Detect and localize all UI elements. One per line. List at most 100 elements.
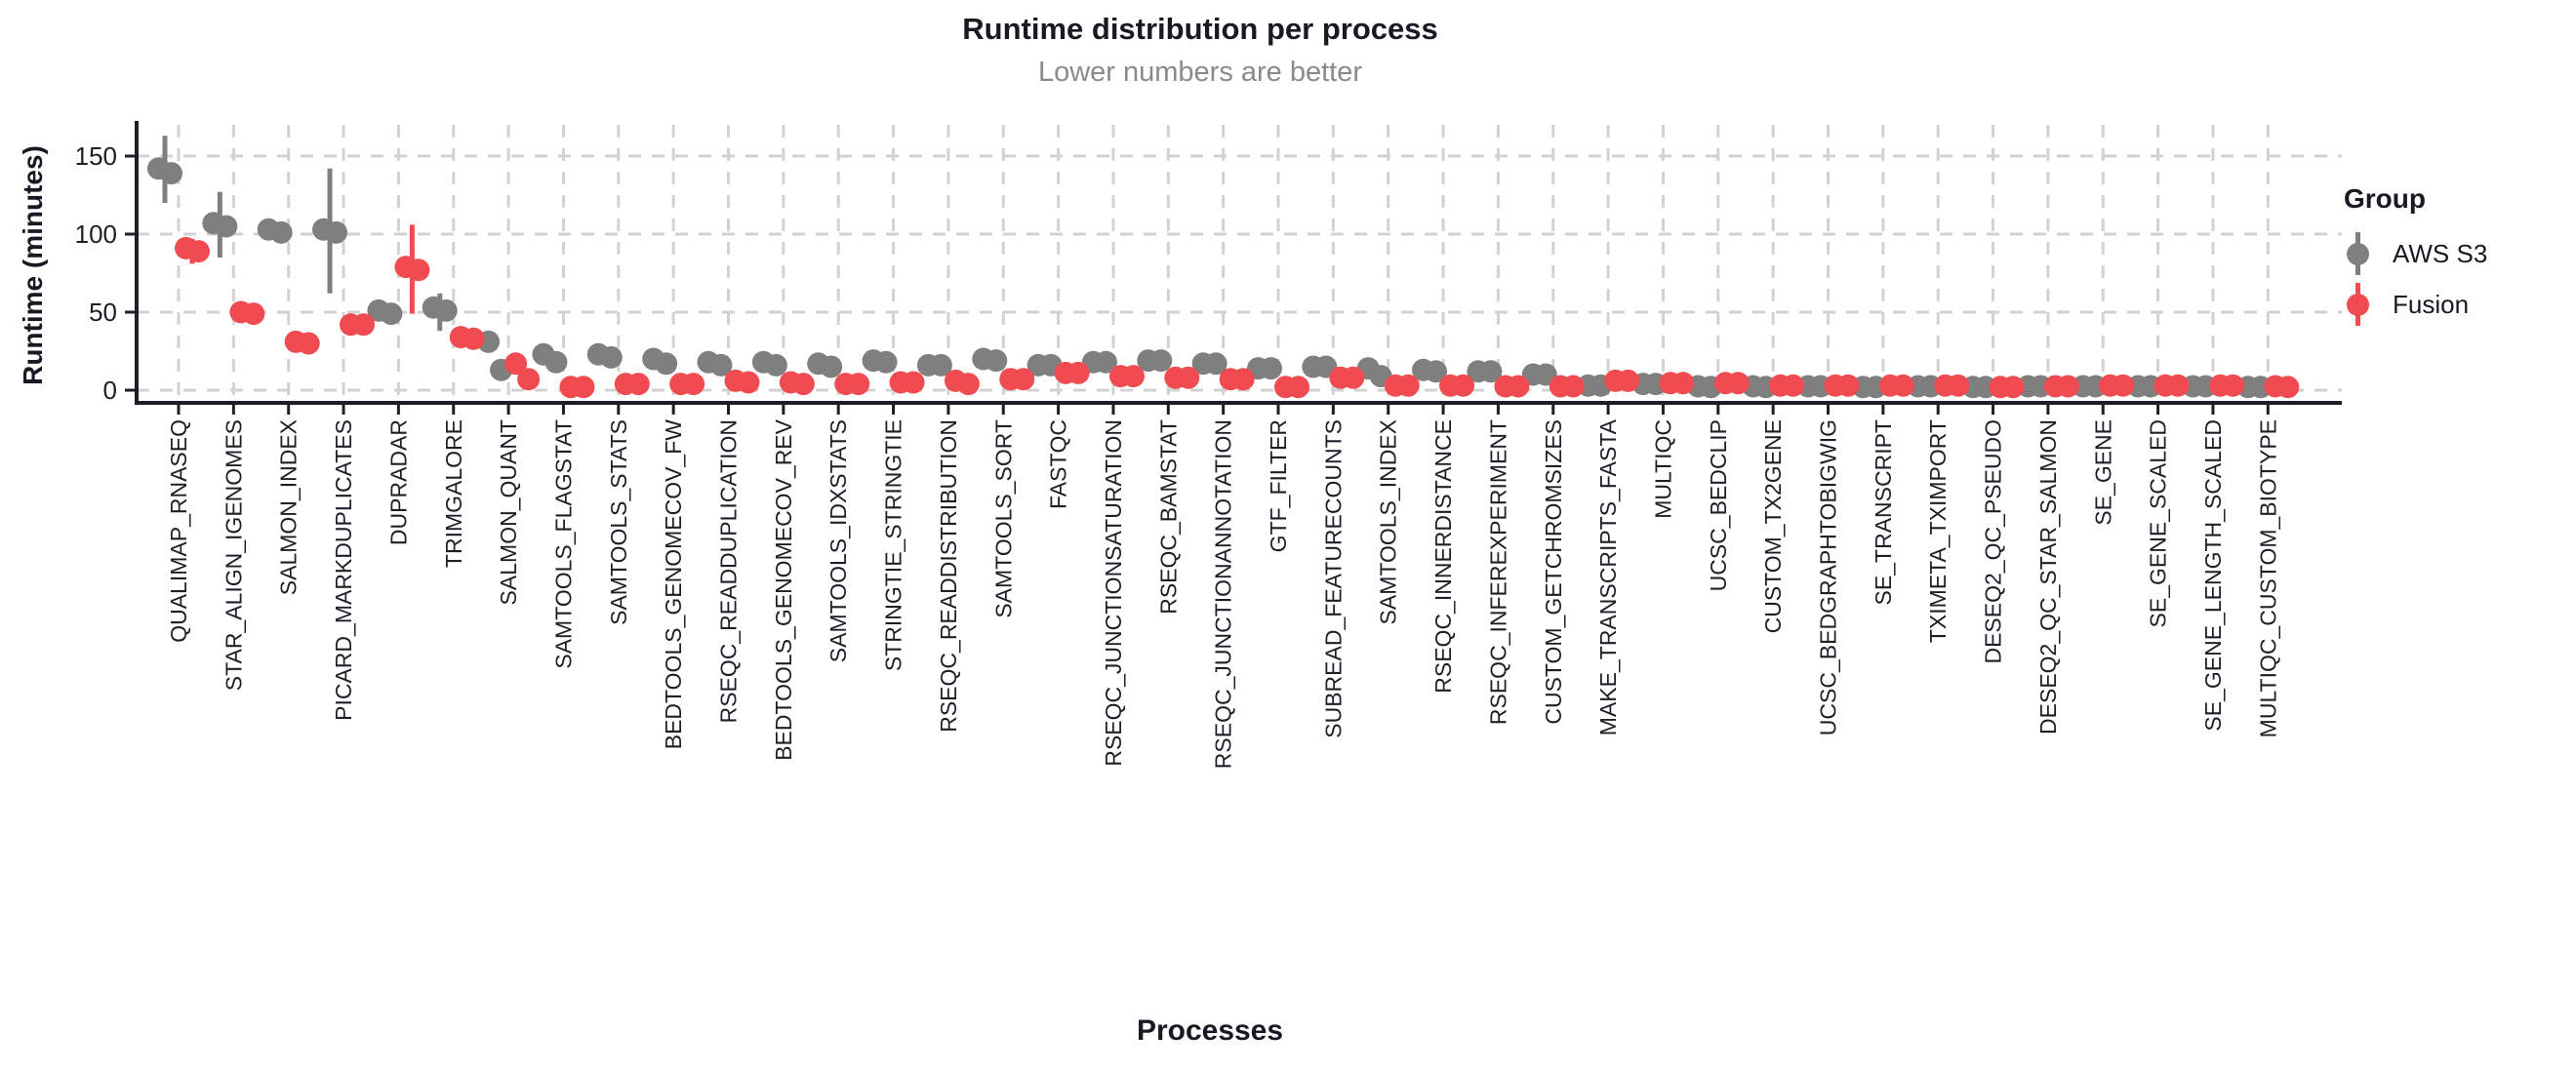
data-point [626, 373, 650, 396]
data-point [847, 373, 870, 396]
data-point [242, 302, 265, 326]
data-point [1287, 376, 1309, 399]
data-point [1617, 369, 1640, 392]
x-tick-label: RSEQC_READDUPLICATION [716, 419, 742, 723]
data-point [2001, 376, 2025, 399]
x-tick-label: RSEQC_JUNCTIONANNOTATION [1211, 419, 1236, 769]
data-point [737, 371, 760, 394]
x-tick-label: GTF_FILTER [1266, 419, 1291, 552]
data-point [1067, 361, 1090, 384]
x-tick-label: SE_GENE_LENGTH_SCALED [2200, 419, 2226, 732]
x-tick-label: SAMTOOLS_INDEX [1376, 419, 1401, 624]
x-tick-label: RSEQC_INFEREXPERIMENT [1485, 419, 1510, 725]
x-tick-label: UCSC_BEDGRAPHTOBIGWIG [1816, 419, 1841, 735]
data-point [434, 298, 458, 322]
x-axis-title: Processes [1136, 1014, 1284, 1047]
x-tick-label: SAMTOOLS_IDXSTATS [825, 419, 851, 662]
data-point [2221, 374, 2244, 397]
y-tick-label: 100 [75, 219, 117, 249]
data-point [407, 258, 430, 282]
legend-title: Group [2344, 183, 2426, 214]
data-point [1507, 375, 1530, 398]
data-point [2276, 376, 2300, 399]
data-point [1012, 368, 1035, 391]
data-point [544, 350, 568, 374]
data-point [902, 371, 925, 394]
legend-pointrange-icon [2344, 230, 2371, 277]
data-point [325, 220, 348, 244]
x-tick-label: DESEQ2_QC_PSEUDO [1981, 419, 2006, 664]
x-tick-label: MULTIQC [1650, 419, 1675, 519]
data-point [1452, 374, 1475, 397]
x-tick-label: RSEQC_JUNCTIONSATURATION [1101, 419, 1126, 767]
data-point [1204, 352, 1228, 376]
y-tick-label: 50 [89, 298, 117, 327]
data-point [1396, 374, 1420, 397]
data-point [1260, 357, 1282, 380]
x-tick-label: SUBREAD_FEATURECOUNTS [1320, 419, 1346, 738]
x-tick-label: CUSTOM_TX2GENE [1760, 419, 1786, 633]
x-tick-label: SALMON_INDEX [276, 419, 302, 595]
x-tick-label: DESEQ2_QC_STAR_SALMON [2035, 419, 2061, 735]
legend-label: Fusion [2393, 289, 2470, 319]
data-point [2166, 374, 2190, 397]
data-point [380, 302, 403, 326]
data-point [682, 373, 705, 396]
x-tick-label: SAMTOOLS_SORT [990, 419, 1016, 618]
x-tick-label: BEDTOOLS_GENOMECOV_FW [661, 419, 686, 750]
data-point [352, 313, 376, 337]
data-point [929, 353, 952, 377]
data-point [1671, 372, 1695, 395]
data-point [1177, 366, 1200, 389]
data-point [2056, 375, 2079, 398]
data-point [1149, 349, 1173, 373]
data-point [462, 327, 485, 350]
legend-pointrange-icon [2344, 281, 2371, 328]
y-tick-label: 0 [103, 376, 117, 405]
legend-items: AWS S3 Fusion [2344, 228, 2487, 330]
data-point [504, 352, 528, 376]
data-point [1726, 372, 1750, 395]
data-point [297, 332, 320, 355]
data-point [1425, 360, 1448, 383]
x-tick-label: RSEQC_BAMSTAT [1155, 419, 1181, 615]
data-point [1094, 350, 1117, 374]
data-point [599, 345, 623, 369]
legend-item-fusion: Fusion [2344, 279, 2487, 330]
data-point [985, 349, 1008, 373]
data-point [764, 353, 787, 377]
data-point [1342, 366, 1365, 389]
data-point [1836, 374, 1860, 397]
data-point [956, 373, 980, 396]
data-point [215, 215, 238, 238]
data-point [655, 352, 678, 376]
x-tick-label: STAR_ALIGN_IGENOMES [221, 419, 246, 691]
x-tick-label: PICARD_MARKDUPLICATES [331, 419, 356, 721]
x-tick-label: TXIMETA_TXIMPORT [1925, 419, 1951, 643]
x-tick-label: BEDTOOLS_GENOMECOV_REV [771, 418, 796, 760]
legend: Group AWS S3 Fusion [2344, 183, 2487, 330]
data-point [820, 355, 843, 378]
x-tick-label: SE_TRANSCRIPT [1871, 419, 1896, 605]
data-point [791, 373, 815, 396]
x-tick-label: RSEQC_READDISTRIBUTION [936, 419, 961, 733]
data-point [874, 350, 898, 374]
chart-title: Runtime distribution per process [962, 12, 1438, 46]
data-point [1947, 374, 1970, 397]
data-point [517, 368, 541, 391]
data-point [572, 376, 595, 399]
data-point [1561, 375, 1585, 398]
data-point [160, 162, 182, 185]
data-point [1891, 374, 1914, 397]
data-point [2112, 374, 2135, 397]
x-tick-label: MULTIQC_CUSTOM_BIOTYPE [2255, 419, 2280, 737]
x-tick-label: CUSTOM_GETCHROMSIZES [1541, 419, 1566, 725]
chart-subtitle: Lower numbers are better [1037, 57, 1363, 88]
x-tick-label: RSEQC_INNERDISTANCE [1430, 419, 1456, 694]
x-tick-label: DUPRADAR [385, 419, 411, 545]
legend-label: AWS S3 [2393, 238, 2488, 268]
x-tick-label: SAMTOOLS_STATS [606, 419, 631, 625]
data-point [1479, 360, 1503, 383]
